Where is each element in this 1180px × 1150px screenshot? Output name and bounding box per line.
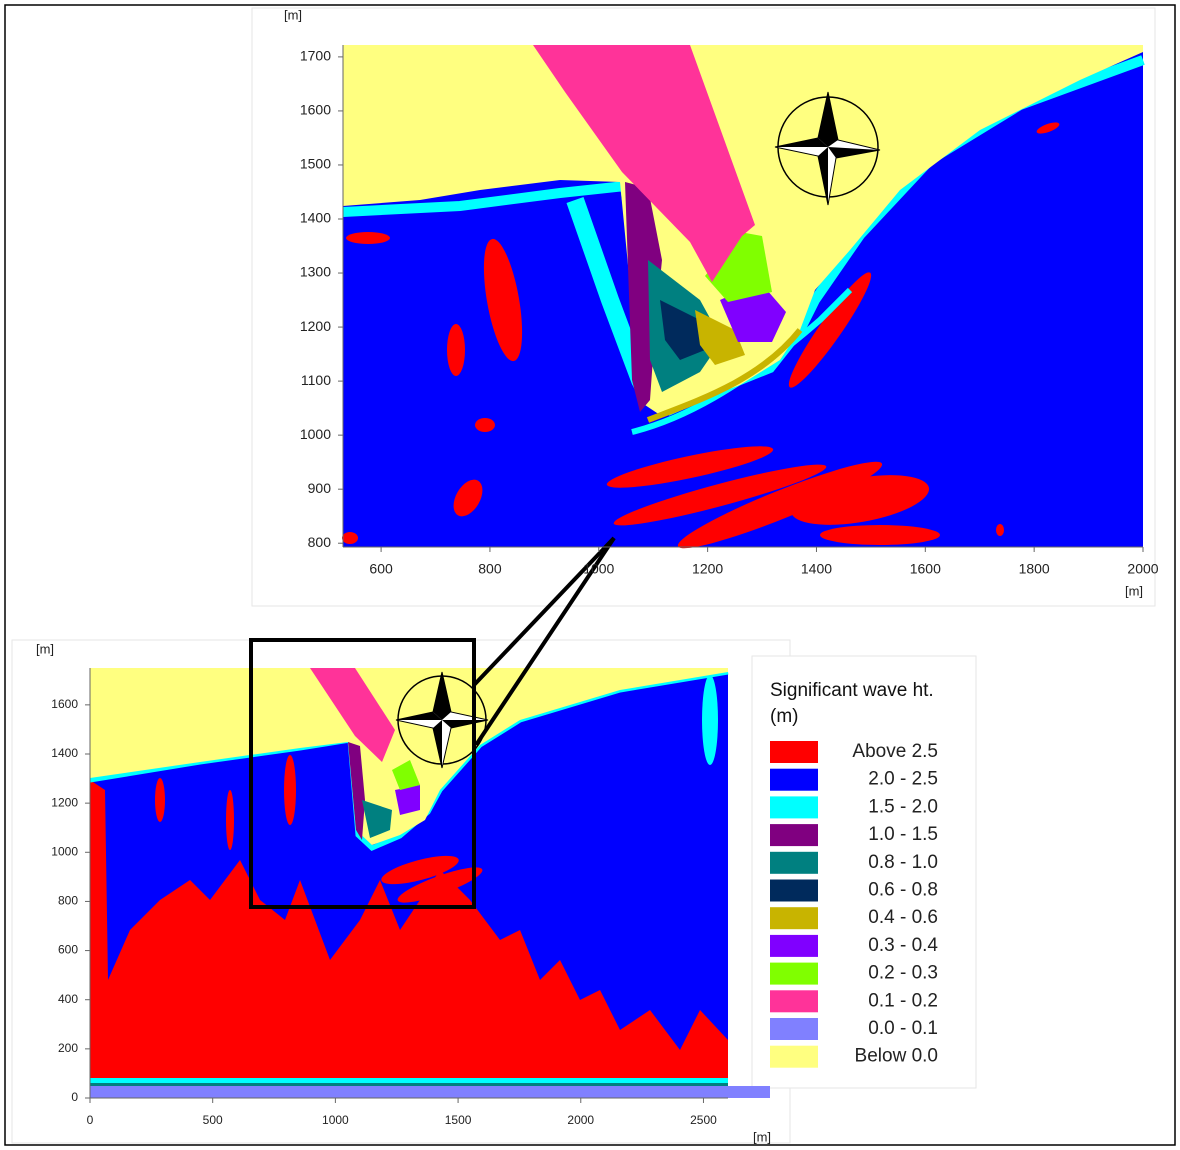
legend-label: 1.5 - 2.0 <box>868 796 938 817</box>
y-tick-label: 1500 <box>300 156 331 172</box>
x-tick-label: 0 <box>87 1113 94 1127</box>
x-tick-label: 1400 <box>801 561 832 577</box>
y-tick-label: 1200 <box>51 795 78 809</box>
y-axis-label: [m] <box>36 641 54 656</box>
y-tick-label: 600 <box>58 943 78 957</box>
x-tick-label: 1600 <box>910 561 941 577</box>
legend-swatch <box>770 741 818 763</box>
legend-label: 0.3 - 0.4 <box>868 935 938 956</box>
top-map <box>342 45 1143 559</box>
x-tick-label: 1200 <box>692 561 723 577</box>
y-axis-label: [m] <box>284 7 302 22</box>
x-tick-label: 500 <box>203 1113 223 1127</box>
legend-label: Above 2.5 <box>852 741 938 762</box>
legend-swatch <box>770 935 818 957</box>
legend-swatch <box>770 769 818 791</box>
x-tick-label: 1000 <box>583 561 614 577</box>
y-tick-label: 800 <box>58 894 78 908</box>
y-tick-label: 400 <box>58 992 78 1006</box>
y-tick-label: 1700 <box>300 48 331 64</box>
cyan-strip <box>90 1078 728 1083</box>
legend-swatch <box>770 796 818 818</box>
y-tick-label: 1400 <box>300 210 331 226</box>
legend-swatch <box>770 1046 818 1068</box>
legend-swatch <box>770 963 818 985</box>
bottom-map <box>90 668 770 1098</box>
legend-swatch <box>770 1018 818 1040</box>
y-tick-label: 1100 <box>301 372 331 388</box>
legend-label: 2.0 - 2.5 <box>868 769 938 790</box>
y-tick-label: 1000 <box>51 844 78 858</box>
x-tick-label: 2000 <box>1127 561 1158 577</box>
shallow-strip <box>90 1086 770 1098</box>
y-tick-label: 1000 <box>300 426 331 442</box>
x-tick-label: 800 <box>478 561 502 577</box>
x-tick-label: 600 <box>369 561 393 577</box>
legend-label: 0.4 - 0.6 <box>868 907 938 928</box>
y-tick-label: 1600 <box>51 697 78 711</box>
legend-label: 0.6 - 0.8 <box>868 880 938 901</box>
y-tick-label: 900 <box>308 480 332 496</box>
legend-title: Significant wave ht. (m) <box>770 678 960 730</box>
legend-swatch <box>770 990 818 1012</box>
legend-label: 0.2 - 0.3 <box>868 963 938 984</box>
y-tick-label: 0 <box>71 1090 78 1104</box>
legend-swatch <box>770 852 818 874</box>
teal-strip <box>90 1083 728 1086</box>
x-axis-label: [m] <box>1125 583 1143 598</box>
legend-swatch <box>770 880 818 902</box>
legend-label: 0.8 - 1.0 <box>868 852 938 873</box>
legend-label: Below 0.0 <box>855 1046 938 1067</box>
y-tick-label: 1600 <box>300 102 331 118</box>
x-tick-label: 1500 <box>445 1113 472 1127</box>
legend-swatch <box>770 824 818 846</box>
y-tick-label: 800 <box>308 534 332 550</box>
x-tick-label: 2500 <box>690 1113 717 1127</box>
legend-label: 0.0 - 0.1 <box>868 1018 938 1039</box>
x-axis-label: [m] <box>753 1129 771 1144</box>
figure: [m] [m] [m] [m] 600 800 1000 1200 1400 1600 18… <box>0 0 1180 1150</box>
legend-swatch <box>770 907 818 929</box>
legend-label: 0.1 - 0.2 <box>868 990 938 1011</box>
y-tick-label: 1200 <box>300 318 331 334</box>
x-tick-label: 1800 <box>1019 561 1050 577</box>
y-tick-label: 1300 <box>300 264 331 280</box>
y-tick-label: 200 <box>58 1041 78 1055</box>
y-tick-label: 1400 <box>51 746 78 760</box>
figure-canvas: [m] [m] [m] [m] 600 800 1000 1200 1400 1600 18… <box>0 0 1180 1150</box>
cyan-streak <box>702 675 718 765</box>
legend-label: 1.0 - 1.5 <box>868 824 938 845</box>
x-tick-label: 1000 <box>322 1113 349 1127</box>
x-tick-label: 2000 <box>567 1113 594 1127</box>
